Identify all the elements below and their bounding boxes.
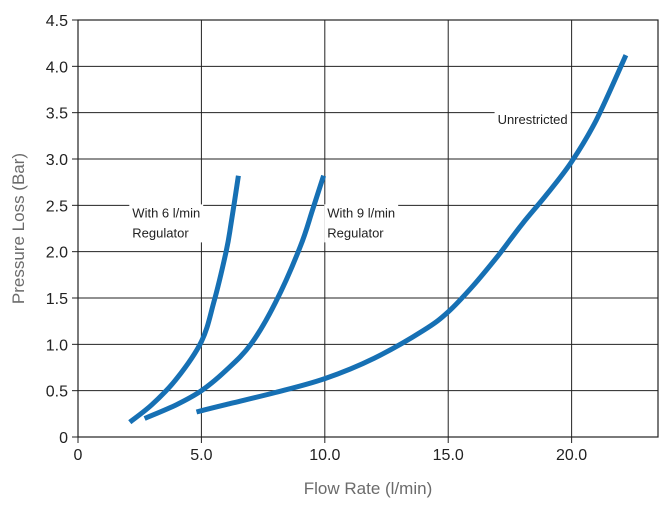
y-axis-title: Pressure Loss (Bar)	[9, 153, 28, 304]
curve-annotation: Unrestricted	[494, 110, 571, 129]
pressure-curve	[195, 54, 629, 415]
y-tick-label: 3.0	[46, 152, 68, 169]
curve-annotation: With 6 l/min Regulator	[129, 204, 204, 243]
y-tick-label: 3.5	[46, 106, 68, 123]
x-axis-title: Flow Rate (l/min)	[304, 479, 432, 498]
plot-frame	[77, 19, 659, 438]
y-tick-label: 4.0	[46, 59, 68, 76]
annotation-background	[129, 204, 204, 243]
pressure-curve	[128, 175, 241, 425]
x-tick-label: 0	[74, 447, 83, 464]
curve-layer	[128, 54, 629, 425]
y-tick-label: 1.5	[46, 291, 68, 308]
tick-layer: 0 5.0 10.0 15.0 20.0 0 0.5 1.0 1.5 2.0 2.5 3.0 3.5 4.…	[46, 13, 588, 464]
x-tick-label: 10.0	[309, 447, 340, 464]
annotation-line: With 9 l/min	[327, 205, 395, 220]
x-tick-label: 20.0	[556, 447, 587, 464]
y-tick-label: 0.5	[46, 384, 68, 401]
annotation-line: Unrestricted	[498, 112, 568, 127]
x-tick-label: 5.0	[190, 447, 212, 464]
y-tick-label: 1.0	[46, 337, 68, 354]
curve-annotation: With 9 l/min Regulator	[324, 204, 399, 243]
y-tick-label: 0	[59, 430, 68, 447]
y-tick-label: 2.0	[46, 245, 68, 262]
y-tick-label: 2.5	[46, 198, 68, 215]
annotation-line: Regulator	[327, 225, 384, 240]
annotation-line: Regulator	[132, 225, 189, 240]
x-tick-label: 15.0	[433, 447, 464, 464]
annotation-background	[494, 110, 571, 129]
annotation-line: With 6 l/min	[132, 205, 200, 220]
annotation-layer: With 6 l/min Regulator With 9 l/min Regulat…	[129, 110, 571, 243]
y-tick-label: 4.5	[46, 13, 68, 30]
annotation-background	[324, 204, 399, 243]
pressure-curve	[143, 174, 326, 421]
